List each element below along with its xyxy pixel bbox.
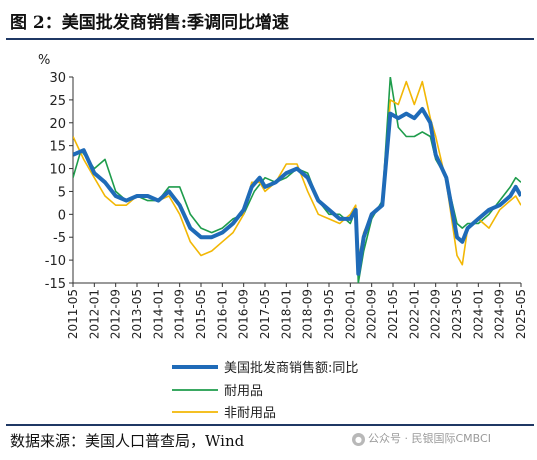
series-line-wholesale-sales <box>73 107 521 276</box>
series-line-durables <box>73 77 521 283</box>
series-line-nondurables <box>73 80 521 266</box>
legend-label: 耐用品 <box>224 384 263 399</box>
x-tick-label: 2014-01 <box>151 289 165 339</box>
x-tick-label: 2019-05 <box>322 289 336 339</box>
y-tick-label: 30 <box>49 71 66 86</box>
source-note: 数据来源：美国人口普查局，Wind <box>10 432 245 450</box>
x-tick-label: 2020-01 <box>343 289 357 339</box>
x-tick-label: 2020-09 <box>365 289 379 339</box>
y-tick-label: -15 <box>45 277 66 292</box>
legend-label: 美国批发商销售额:同比 <box>224 360 358 376</box>
x-tick-label: 2024-09 <box>493 289 507 339</box>
y-tick-label: 15 <box>49 140 66 155</box>
x-tick-label: 2018-09 <box>301 289 315 339</box>
y-tick-label: 25 <box>49 94 66 109</box>
legend-label: 非耐用品 <box>224 406 276 421</box>
watermark: ● 公众号 · 民银国际CMBCI <box>352 430 491 446</box>
x-tick-label: 2011-05 <box>66 289 80 339</box>
y-tick-label: -5 <box>53 231 66 246</box>
x-tick-label: 2016-01 <box>215 289 229 339</box>
y-tick-label: 20 <box>49 117 66 132</box>
x-tick-label: 2023-05 <box>450 289 464 339</box>
x-tick-label: 2022-09 <box>429 289 443 339</box>
x-tick-label: 2025-05 <box>514 289 528 339</box>
x-tick-label: 2012-01 <box>87 289 101 339</box>
x-tick-label: 2022-01 <box>407 289 421 339</box>
title-rule <box>6 38 534 40</box>
watermark-text: 公众号 · 民银国际CMBCI <box>368 432 491 445</box>
source-rule <box>6 424 534 426</box>
y-axis-label: % <box>38 53 50 68</box>
x-tick-label: 2016-09 <box>237 289 251 339</box>
x-tick-label: 2018-01 <box>279 289 293 339</box>
x-tick-label: 2013-05 <box>130 289 144 339</box>
wechat-icon: ● <box>352 432 365 446</box>
x-tick-label: 2015-05 <box>194 289 208 339</box>
x-tick-label: 2014-09 <box>173 289 187 339</box>
x-tick-label: 2024-01 <box>471 289 485 339</box>
figure-title: 图 2：美国批发商销售:季调同比增速 <box>10 13 290 33</box>
y-tick-label: 5 <box>58 185 66 200</box>
x-tick-label: 2021-05 <box>386 289 400 339</box>
y-tick-label: -10 <box>45 254 66 269</box>
x-tick-label: 2012-09 <box>109 289 123 339</box>
y-tick-label: 0 <box>58 208 66 223</box>
y-tick-label: 10 <box>49 163 66 178</box>
x-tick-label: 2017-05 <box>258 289 272 339</box>
